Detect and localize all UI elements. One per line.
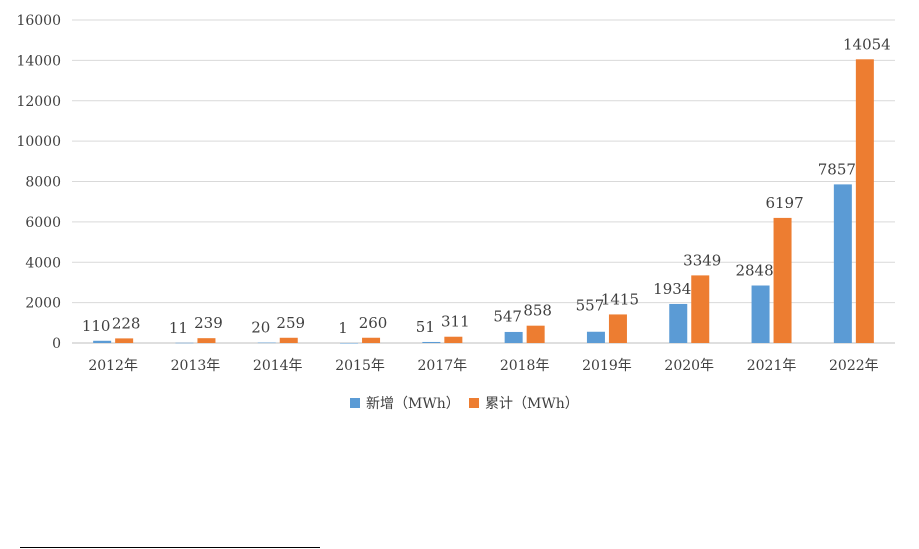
bar-cumulative [197,338,216,343]
legend-swatch-new [350,398,360,408]
bar-new [669,303,688,343]
y-tick-label: 2000 [25,296,61,312]
y-tick-label: 16000 [16,13,61,29]
data-label: 858 [523,302,552,320]
y-tick-label: 0 [52,336,61,352]
data-label: 311 [441,313,470,331]
bar-new [257,342,276,344]
data-label: 547 [493,308,522,326]
data-label: 2848 [735,262,773,280]
y-tick-label: 12000 [16,94,61,110]
legend-swatch-cumulative [469,398,479,408]
data-label: 259 [276,314,305,332]
bar-new [340,342,359,344]
x-tick-label: 2013年 [171,358,221,374]
bar-new [175,342,194,344]
bar-new [833,184,852,343]
data-label: 14054 [843,35,891,53]
bar-cumulative [855,59,874,343]
x-tick-label: 2021年 [747,358,797,374]
data-label: 11 [169,319,188,337]
bar-new [504,331,523,343]
bar-new [751,285,770,343]
y-tick-label: 14000 [16,53,61,69]
y-tick-label: 8000 [25,175,61,191]
x-tick-label: 2015年 [335,358,385,374]
data-label: 110 [82,317,111,335]
bar-new [422,341,441,343]
data-label: 1934 [653,280,691,298]
data-label: 228 [112,314,141,332]
x-tick-label: 2020年 [664,358,714,374]
legend-label: 累计（MWh） [485,396,579,412]
data-label: 239 [194,314,223,332]
bar-cumulative [444,336,463,343]
x-tick-label: 2022年 [829,358,879,374]
x-tick-label: 2018年 [500,358,550,374]
bar-cumulative [608,314,627,343]
bar-new [93,340,112,343]
footnote-divider [20,547,320,548]
bar-cumulative [362,337,381,343]
data-label: 7857 [818,160,856,178]
bar-new [586,331,605,343]
bar-cumulative [115,338,134,343]
data-label: 6197 [765,194,803,212]
data-label: 1415 [601,290,639,308]
y-tick-label: 4000 [25,255,61,271]
data-label: 3349 [683,251,721,269]
bar-cumulative [773,217,792,343]
x-tick-label: 2012年 [88,358,138,374]
x-tick-label: 2014年 [253,358,303,374]
data-label: 20 [251,319,270,337]
bar-cumulative [279,337,298,343]
data-label: 1 [338,319,348,337]
legend-label: 新增（MWh） [366,396,460,412]
data-label: 260 [359,314,388,332]
bar-cumulative [526,325,545,343]
y-tick-label: 6000 [25,215,61,231]
bar-cumulative [691,275,710,343]
x-tick-label: 2019年 [582,358,632,374]
data-label: 557 [576,296,605,314]
x-tick-label: 2017年 [418,358,468,374]
y-tick-label: 10000 [16,134,61,150]
data-label: 51 [416,318,435,336]
